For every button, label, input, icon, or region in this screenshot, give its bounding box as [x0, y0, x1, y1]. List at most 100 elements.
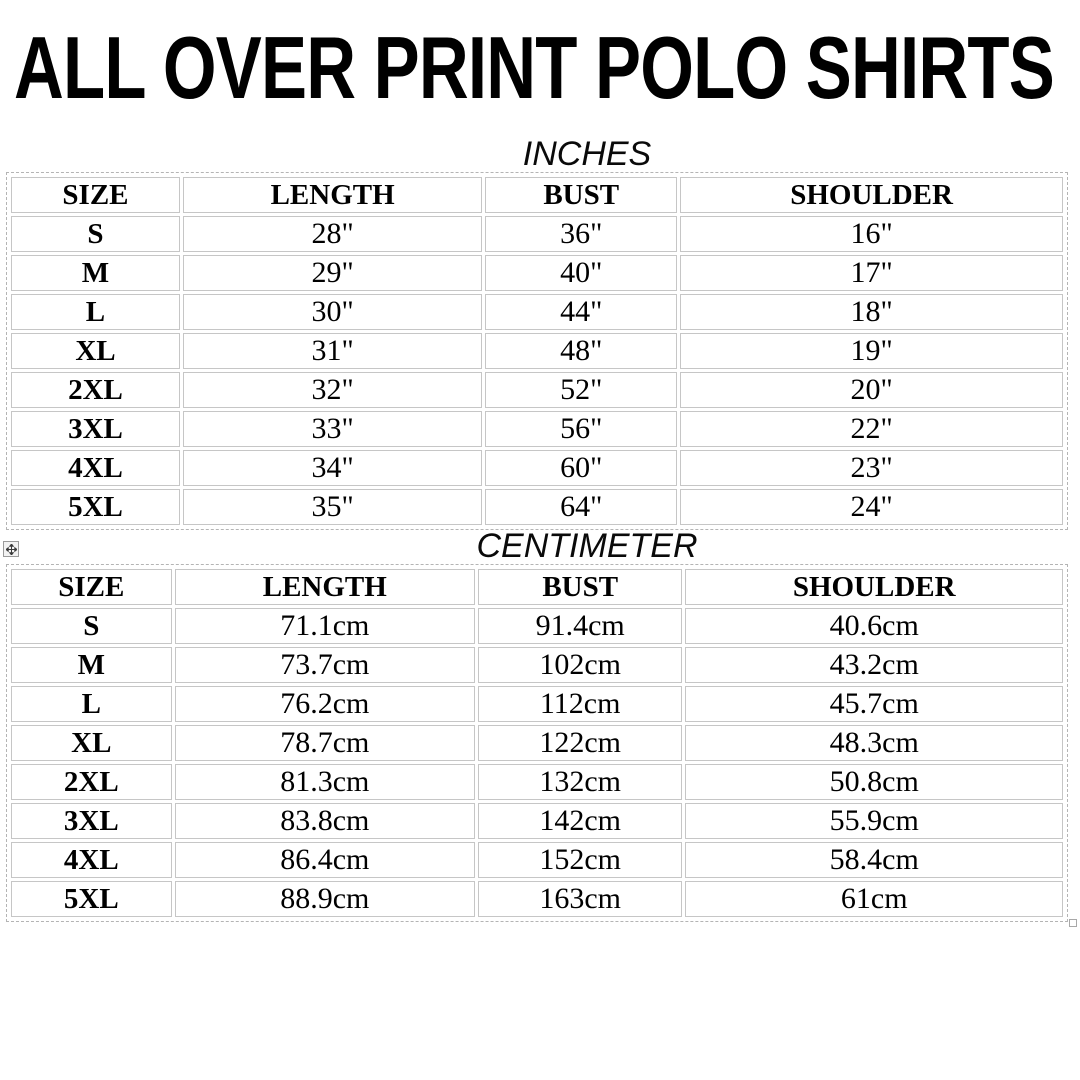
measurement-cell: 78.7cm [174, 725, 475, 761]
measurement-cell: 34" [182, 450, 483, 486]
column-header-size: SIZE [11, 569, 172, 605]
centimeter-table-outline: SIZE LENGTH BUST SHOULDER S 71.1cm 91.4cm 40.6c… [6, 564, 1068, 922]
table-row: S 71.1cm 91.4cm 40.6cm [11, 608, 1063, 644]
header-row: SIZE LENGTH BUST SHOULDER [11, 569, 1063, 605]
measurement-cell: 29" [182, 255, 483, 291]
table-move-handle-icon[interactable] [3, 541, 19, 557]
measurement-cell: 88.9cm [174, 881, 475, 917]
measurement-cell: 36" [485, 216, 678, 252]
measurement-cell: 31" [182, 333, 483, 369]
size-cell: 3XL [11, 411, 180, 447]
section-label-centimeter: CENTIMETER [476, 527, 698, 565]
table-row: 2XL 32" 52" 20" [11, 372, 1063, 408]
measurement-cell: 152cm [477, 842, 683, 878]
column-header-size: SIZE [11, 177, 180, 213]
measurement-cell: 45.7cm [685, 686, 1063, 722]
table-row: M 29" 40" 17" [11, 255, 1063, 291]
measurement-cell: 52" [485, 372, 678, 408]
measurement-cell: 86.4cm [174, 842, 475, 878]
table-row: 4XL 86.4cm 152cm 58.4cm [11, 842, 1063, 878]
measurement-cell: 71.1cm [174, 608, 475, 644]
measurement-cell: 81.3cm [174, 764, 475, 800]
measurement-cell: 40" [485, 255, 678, 291]
size-cell: 2XL [11, 764, 172, 800]
size-table-centimeter: SIZE LENGTH BUST SHOULDER S 71.1cm 91.4cm 40.6c… [8, 566, 1066, 920]
measurement-cell: 18" [680, 294, 1063, 330]
measurement-cell: 122cm [477, 725, 683, 761]
table-row: L 76.2cm 112cm 45.7cm [11, 686, 1063, 722]
measurement-cell: 91.4cm [477, 608, 683, 644]
header-row: SIZE LENGTH BUST SHOULDER [11, 177, 1063, 213]
measurement-cell: 61cm [685, 881, 1063, 917]
measurement-cell: 55.9cm [685, 803, 1063, 839]
table-row: XL 78.7cm 122cm 48.3cm [11, 725, 1063, 761]
table-row: S 28" 36" 16" [11, 216, 1063, 252]
measurement-cell: 33" [182, 411, 483, 447]
measurement-cell: 32" [182, 372, 483, 408]
table-row: 4XL 34" 60" 23" [11, 450, 1063, 486]
measurement-cell: 24" [680, 489, 1063, 525]
size-cell: L [11, 294, 180, 330]
table-row: 3XL 33" 56" 22" [11, 411, 1063, 447]
size-cell: 5XL [11, 881, 172, 917]
size-cell: S [11, 216, 180, 252]
measurement-cell: 20" [680, 372, 1063, 408]
measurement-cell: 163cm [477, 881, 683, 917]
measurement-cell: 58.4cm [685, 842, 1063, 878]
table-row: L 30" 44" 18" [11, 294, 1063, 330]
measurement-cell: 40.6cm [685, 608, 1063, 644]
table-row: 2XL 81.3cm 132cm 50.8cm [11, 764, 1063, 800]
column-header-length: LENGTH [174, 569, 475, 605]
size-cell: XL [11, 725, 172, 761]
measurement-cell: 112cm [477, 686, 683, 722]
size-cell: 4XL [11, 842, 172, 878]
measurement-cell: 73.7cm [174, 647, 475, 683]
column-header-length: LENGTH [182, 177, 483, 213]
size-cell: XL [11, 333, 180, 369]
column-header-bust: BUST [477, 569, 683, 605]
measurement-cell: 19" [680, 333, 1063, 369]
size-cell: L [11, 686, 172, 722]
measurement-cell: 35" [182, 489, 483, 525]
measurement-cell: 16" [680, 216, 1063, 252]
page-title: ALL OVER PRINT POLO SHIRTS [14, 18, 1055, 117]
measurement-cell: 50.8cm [685, 764, 1063, 800]
size-cell: M [11, 647, 172, 683]
size-cell: 2XL [11, 372, 180, 408]
table-resize-handle[interactable] [1069, 919, 1077, 927]
measurement-cell: 48" [485, 333, 678, 369]
size-table-inches: SIZE LENGTH BUST SHOULDER S 28" 36" 16" M 29" 40" 1… [8, 174, 1066, 528]
measurement-cell: 83.8cm [174, 803, 475, 839]
table-row: 5XL 35" 64" 24" [11, 489, 1063, 525]
column-header-bust: BUST [485, 177, 678, 213]
size-cell: 4XL [11, 450, 180, 486]
size-cell: 3XL [11, 803, 172, 839]
inches-table-outline: SIZE LENGTH BUST SHOULDER S 28" 36" 16" M 29" 40" 1… [6, 172, 1068, 530]
measurement-cell: 60" [485, 450, 678, 486]
measurement-cell: 23" [680, 450, 1063, 486]
measurement-cell: 64" [485, 489, 678, 525]
column-header-shoulder: SHOULDER [685, 569, 1063, 605]
table-row: 5XL 88.9cm 163cm 61cm [11, 881, 1063, 917]
size-cell: 5XL [11, 489, 180, 525]
measurement-cell: 28" [182, 216, 483, 252]
measurement-cell: 48.3cm [685, 725, 1063, 761]
measurement-cell: 102cm [477, 647, 683, 683]
table-row: XL 31" 48" 19" [11, 333, 1063, 369]
size-cell: M [11, 255, 180, 291]
size-cell: S [11, 608, 172, 644]
section-label-inches: INCHES [522, 135, 652, 173]
measurement-cell: 17" [680, 255, 1063, 291]
measurement-cell: 56" [485, 411, 678, 447]
measurement-cell: 43.2cm [685, 647, 1063, 683]
measurement-cell: 142cm [477, 803, 683, 839]
measurement-cell: 22" [680, 411, 1063, 447]
measurement-cell: 132cm [477, 764, 683, 800]
measurement-cell: 44" [485, 294, 678, 330]
table-row: M 73.7cm 102cm 43.2cm [11, 647, 1063, 683]
column-header-shoulder: SHOULDER [680, 177, 1063, 213]
measurement-cell: 30" [182, 294, 483, 330]
table-row: 3XL 83.8cm 142cm 55.9cm [11, 803, 1063, 839]
measurement-cell: 76.2cm [174, 686, 475, 722]
